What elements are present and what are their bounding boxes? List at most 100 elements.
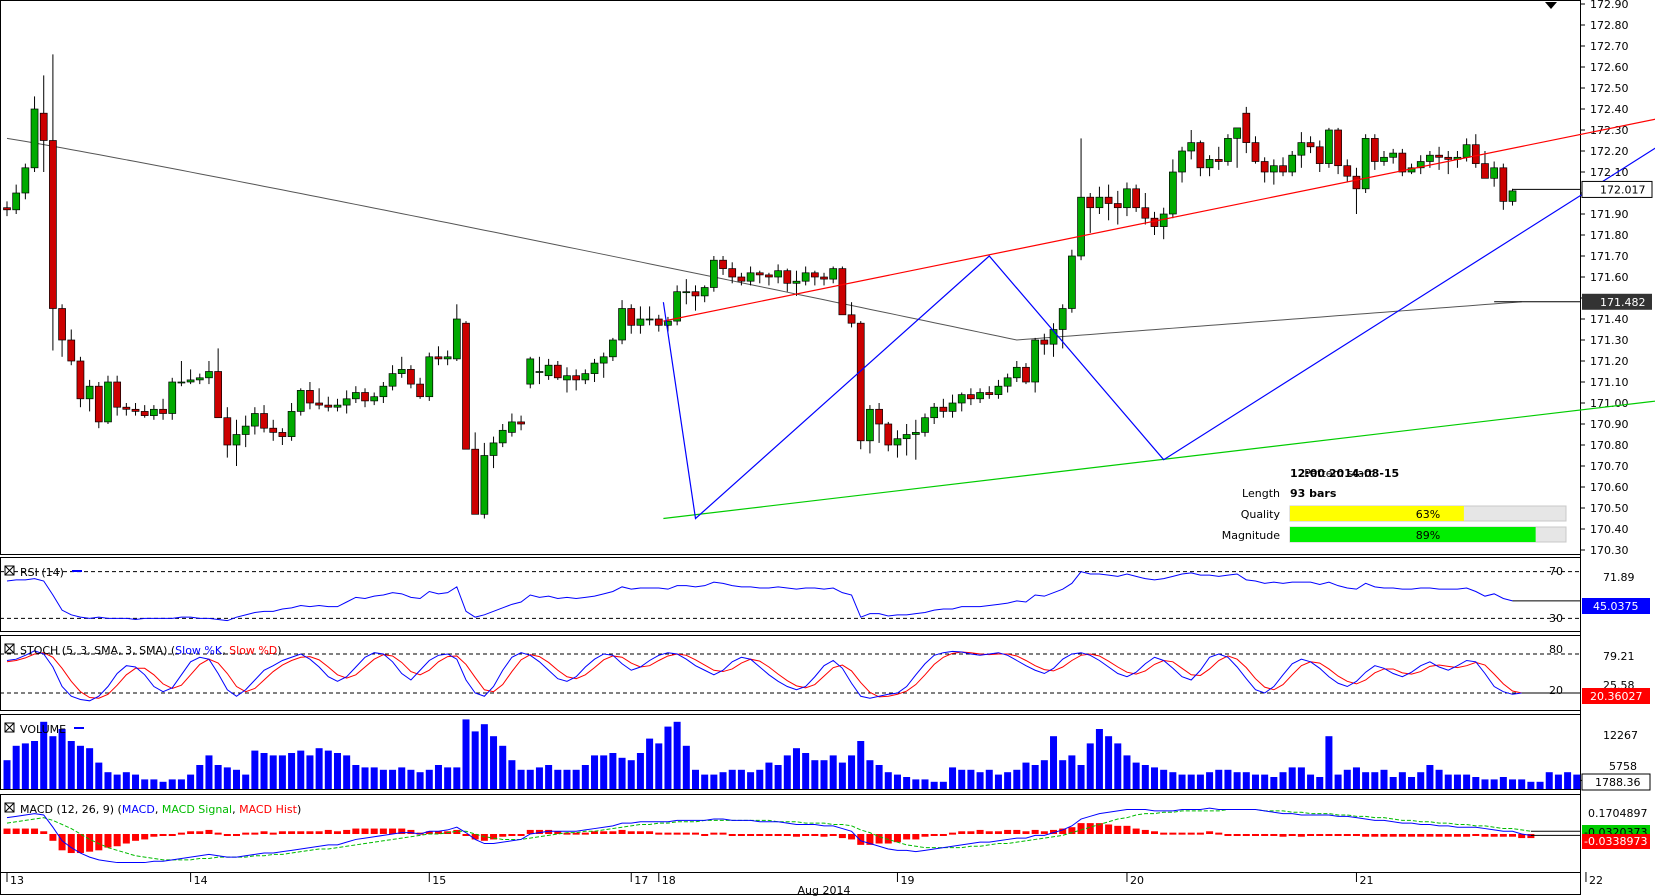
stoch-current-box	[1582, 688, 1650, 704]
macd-hist-bar	[792, 834, 800, 837]
candle-body	[1334, 129, 1342, 167]
volume-bar	[618, 757, 626, 789]
candle-body	[85, 385, 94, 400]
price-tick-label: 170.90	[1590, 418, 1629, 431]
candle-body	[425, 356, 434, 398]
volume-bar	[269, 755, 277, 789]
volume-bar	[655, 743, 663, 789]
macd-hist-bar	[609, 831, 617, 834]
macd-hist-bar	[1206, 831, 1214, 834]
scroll-marker-icon[interactable]	[1545, 2, 1557, 9]
volume-bar	[361, 767, 369, 789]
candle-body	[370, 396, 379, 402]
candle-body	[232, 434, 241, 446]
volume-bar	[1536, 781, 1544, 789]
rsi-title-group: RSI (14)	[4, 565, 82, 579]
volume-bar	[379, 769, 387, 789]
candle-body	[746, 272, 755, 282]
candle-body	[397, 369, 406, 374]
volume-bar	[1105, 736, 1113, 789]
volume-bar	[86, 748, 94, 789]
quality-label: Quality	[1241, 508, 1281, 521]
volume-bar	[40, 721, 48, 789]
volume-bar	[893, 774, 901, 789]
macd-hist-bar	[141, 834, 149, 840]
macd-hist-bar	[1527, 834, 1535, 839]
volume-bar	[737, 769, 745, 789]
volume-bar	[994, 774, 1002, 789]
candle-body	[122, 406, 131, 410]
candle-body	[1490, 167, 1499, 179]
macd-hist-bar	[1224, 834, 1232, 836]
volume-bar	[398, 767, 406, 789]
macd-hist-bar	[278, 831, 286, 834]
candle-body	[94, 385, 103, 423]
volume-bar	[122, 772, 130, 789]
candle-body	[131, 408, 140, 412]
volume-bar	[1004, 772, 1012, 789]
macd-series-signal: MACD Signal	[162, 803, 232, 816]
magnitude-bar-fill	[1290, 527, 1536, 542]
candle-body	[911, 432, 920, 435]
volume-bar	[591, 755, 599, 789]
candle-body	[1508, 190, 1517, 202]
macd-hist-bar	[389, 828, 397, 834]
candle-body	[150, 408, 158, 416]
candle-body	[1205, 159, 1214, 169]
volume-bar	[352, 765, 360, 789]
moving-average-line	[6, 137, 1522, 341]
candle-body	[1426, 154, 1434, 162]
macd-hist-bar	[40, 831, 48, 834]
macd-hist-bar	[1059, 828, 1067, 834]
candle-body	[58, 308, 66, 341]
price-tick-label: 170.40	[1590, 523, 1629, 536]
macd-hist-bar	[811, 834, 819, 836]
candle-body	[30, 108, 39, 169]
ma-price-value: 171.482	[1600, 296, 1646, 309]
volume-bar	[471, 731, 479, 789]
candle-body	[452, 318, 461, 360]
volume-bar	[462, 719, 470, 789]
volume-bar	[792, 748, 800, 789]
macd-hist-bar	[1509, 834, 1517, 837]
candle-body	[1352, 175, 1361, 190]
volume-bar	[333, 753, 341, 789]
macd-hist-bar	[499, 834, 507, 837]
volume-bar	[600, 755, 608, 789]
stoch-title: STOCH (5, 3, SMA, 3, SMA) (Slow %K, Slow…	[20, 644, 282, 657]
zigzag-line	[662, 147, 1655, 520]
macd-hist-bar	[76, 834, 84, 854]
macd-hist-bar	[545, 829, 553, 834]
candle-body	[1471, 144, 1480, 164]
candle-body	[976, 392, 984, 400]
candle-body	[654, 318, 663, 326]
stoch-series-k: Slow %K	[175, 644, 223, 657]
macd-hist-bar	[1187, 832, 1195, 835]
macd-hist-bar	[1288, 834, 1296, 836]
candle-body	[39, 112, 48, 141]
macd-hist-bar	[1040, 831, 1048, 834]
macd-hist-bar	[1233, 834, 1241, 836]
candle-body	[489, 442, 498, 456]
volume-bar	[1215, 769, 1223, 789]
volume-bar	[545, 765, 553, 789]
macd-hist-bar	[1325, 834, 1333, 836]
volume-bar	[95, 762, 103, 789]
macd-hist-bar	[398, 828, 406, 834]
price-tick-label: 170.30	[1590, 544, 1629, 557]
candle-body	[1104, 196, 1113, 204]
volume-bar	[1527, 781, 1535, 789]
candle-body	[884, 423, 893, 446]
volume-title-group: VOLUME	[4, 722, 84, 736]
stoch-current-value: 20.36027	[1590, 690, 1643, 703]
macd-hist-bar	[425, 831, 433, 834]
macd-hist-bar	[407, 829, 415, 834]
macd-hist-bar	[1114, 825, 1122, 834]
candle-body	[765, 274, 773, 278]
rsi-axis-label: 71.89	[1603, 571, 1635, 584]
macd-series-macd: MACD	[122, 803, 155, 816]
volume-bar	[1380, 769, 1388, 789]
candle-body	[1233, 127, 1241, 139]
volume-bar	[976, 772, 984, 789]
